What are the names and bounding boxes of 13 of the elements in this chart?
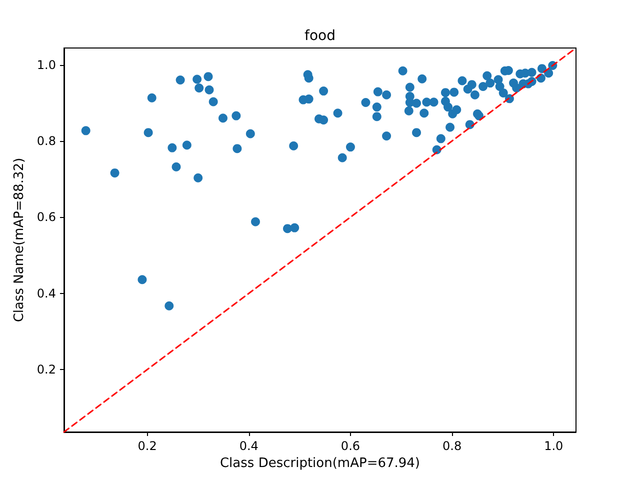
chart-title: food (304, 28, 336, 44)
y-axis-title: Class Name(mAP=88.32) (12, 158, 28, 322)
x-tick-label: 0.6 (340, 439, 360, 453)
y-tick-label: 0.4 (36, 286, 56, 300)
x-tick-label: 0.4 (239, 439, 258, 453)
x-tick-label: 1.0 (544, 439, 564, 453)
y-tick-label: 0.8 (36, 134, 56, 148)
y-tick-label: 1.0 (36, 58, 56, 72)
x-tick-label: 0.8 (442, 439, 462, 453)
y-tick-label: 0.2 (36, 362, 56, 377)
y-tick-label: 0.6 (36, 210, 56, 224)
x-axis-title: Class Description(mAP=67.94) (220, 456, 420, 471)
x-tick-label: 0.2 (138, 439, 157, 453)
